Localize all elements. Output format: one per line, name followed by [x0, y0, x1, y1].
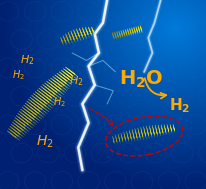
Text: $H_2$: $H_2$: [20, 53, 34, 67]
Text: $H_2$: $H_2$: [36, 134, 54, 150]
Text: $H_2$: $H_2$: [53, 95, 66, 109]
Text: $\mathbf{H_2O}$: $\mathbf{H_2O}$: [119, 69, 164, 90]
Text: $\mathbf{H_2}$: $\mathbf{H_2}$: [169, 97, 190, 115]
Text: $H_2$: $H_2$: [69, 74, 83, 88]
Text: $H_2$: $H_2$: [12, 69, 25, 83]
